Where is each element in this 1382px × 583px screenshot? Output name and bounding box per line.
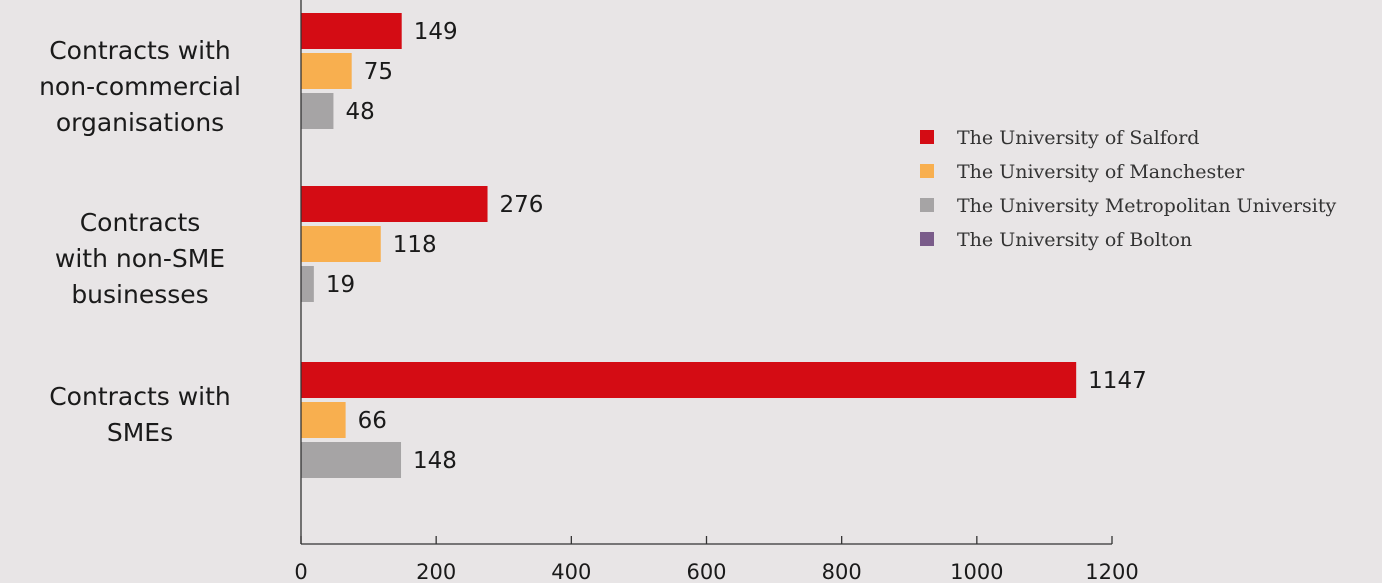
value-label: 19 — [326, 272, 355, 298]
category-labels-group: Contracts with non-commercial organisation… — [39, 36, 241, 447]
category-label: Contracts with SMEs — [49, 382, 231, 447]
bar-1-2 — [301, 53, 352, 89]
legend: The University of Salford The University … — [920, 127, 1337, 251]
legend-label: The University of Salford — [957, 127, 1199, 149]
value-label: 118 — [393, 232, 437, 258]
bar-2-2 — [301, 226, 381, 262]
bar-2-3 — [301, 266, 314, 302]
value-label: 149 — [414, 19, 458, 45]
category-label: Contracts with non-SME businesses — [55, 208, 225, 309]
bar-1-3 — [301, 93, 334, 129]
value-label: 48 — [345, 99, 374, 125]
x-tick-label: 0 — [294, 560, 307, 583]
legend-label: The University Metropolitan University — [957, 195, 1337, 217]
value-label: 75 — [364, 59, 393, 85]
legend-swatch — [920, 198, 934, 212]
legend-swatch — [920, 232, 934, 246]
x-tick-label: 1000 — [950, 560, 1003, 583]
bar-3-1 — [301, 362, 1077, 398]
x-tick-label: 1200 — [1085, 560, 1138, 583]
bar-3-3 — [301, 442, 402, 478]
value-labels-group: 149 75 48 276 118 19 1147 66 148 — [326, 19, 1147, 474]
bar-3-2 — [301, 402, 346, 438]
value-label: 148 — [413, 448, 457, 474]
value-label: 1147 — [1088, 368, 1147, 394]
legend-swatch — [920, 164, 934, 178]
x-tick-label: 800 — [822, 560, 862, 583]
x-ticks-group: 0 200 400 600 800 1000 1200 — [294, 536, 1139, 583]
x-tick-label: 600 — [686, 560, 726, 583]
bars-group — [301, 13, 1077, 478]
legend-label: The University of Bolton — [957, 229, 1192, 251]
legend-swatch — [920, 130, 934, 144]
category-label: Contracts with non-commercial organisation… — [39, 36, 241, 137]
legend-label: The University of Manchester — [957, 161, 1245, 183]
x-tick-label: 400 — [551, 560, 591, 583]
value-label: 66 — [358, 408, 387, 434]
bar-2-1 — [301, 186, 488, 222]
bar-1-1 — [301, 13, 402, 49]
x-tick-label: 200 — [416, 560, 456, 583]
value-label: 276 — [500, 192, 544, 218]
